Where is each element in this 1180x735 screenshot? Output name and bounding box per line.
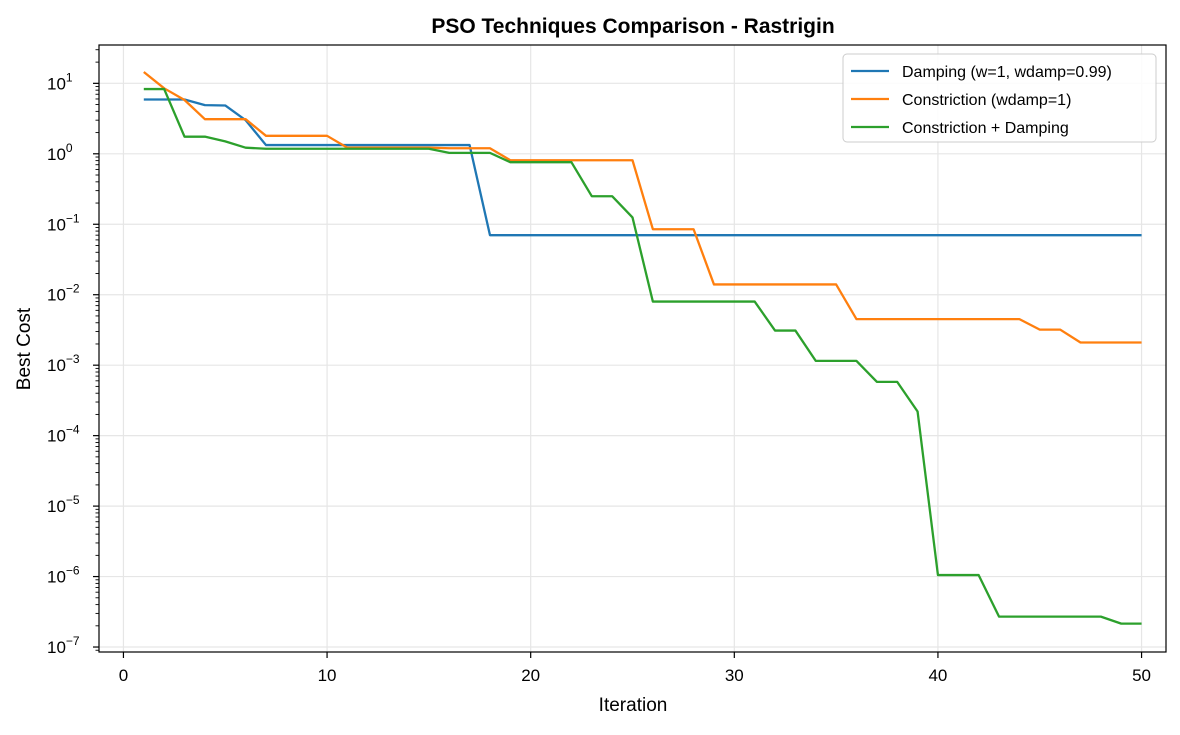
plot-frame bbox=[98, 44, 1167, 653]
y-tick-label: 10−7 bbox=[47, 634, 80, 657]
x-tick-label: 40 bbox=[928, 666, 947, 685]
grid-layer bbox=[99, 45, 1166, 652]
y-tick-base: 10 bbox=[47, 427, 66, 446]
series-line-2 bbox=[143, 71, 1142, 344]
y-tick-label: 10−4 bbox=[47, 423, 80, 446]
series-layer bbox=[143, 71, 1142, 625]
x-axis-label: Iteration bbox=[599, 695, 668, 716]
legend-label-2: Constriction (wdamp=1) bbox=[902, 92, 1071, 109]
x-tick-label: 0 bbox=[119, 666, 128, 685]
y-tick-exponent: −4 bbox=[66, 423, 80, 437]
x-tick-label: 30 bbox=[725, 666, 744, 685]
y-tick-base: 10 bbox=[47, 638, 66, 657]
y-tick-exponent: −1 bbox=[66, 211, 80, 225]
y-tick-label: 10−5 bbox=[47, 493, 80, 516]
y-tick-base: 10 bbox=[47, 215, 66, 234]
chart-title: PSO Techniques Comparison - Rastrigin bbox=[431, 15, 834, 38]
y-tick-base: 10 bbox=[47, 497, 66, 516]
y-tick-base: 10 bbox=[47, 74, 66, 93]
legend-label-3: Constriction + Damping bbox=[902, 120, 1069, 137]
y-tick-base: 10 bbox=[47, 145, 66, 164]
x-tick-label: 10 bbox=[318, 666, 337, 685]
x-tick-label: 20 bbox=[521, 666, 540, 685]
y-tick-label: 100 bbox=[47, 141, 73, 164]
y-tick-exponent: −6 bbox=[66, 564, 80, 578]
y-tick-base: 10 bbox=[47, 356, 66, 375]
y-tick-label: 10−6 bbox=[47, 564, 80, 587]
x-tick-label: 50 bbox=[1132, 666, 1151, 685]
y-tick-exponent: −2 bbox=[66, 282, 80, 296]
y-tick-label: 10−1 bbox=[47, 211, 80, 234]
legend-label-1: Damping (w=1, wdamp=0.99) bbox=[902, 64, 1112, 81]
y-tick-exponent: 0 bbox=[66, 141, 73, 155]
legend: Damping (w=1, wdamp=0.99) Constriction (w… bbox=[842, 53, 1157, 143]
y-axis-label: Best Cost bbox=[14, 307, 35, 390]
y-tick-exponent: −5 bbox=[66, 493, 80, 507]
y-tick-base: 10 bbox=[47, 286, 66, 305]
legend-box bbox=[842, 53, 1157, 143]
series-line-1 bbox=[143, 98, 1142, 237]
y-tick-label: 10−3 bbox=[47, 352, 80, 375]
y-tick-exponent: 1 bbox=[66, 70, 73, 84]
y-tick-label: 101 bbox=[47, 70, 73, 93]
y-tick-exponent: −7 bbox=[66, 634, 80, 648]
tick-layer: 0 10 20 30 40 5010−710−610−510−410−310−210−11… bbox=[47, 49, 1151, 685]
y-tick-exponent: −3 bbox=[66, 352, 80, 366]
y-tick-label: 10−2 bbox=[47, 282, 80, 305]
y-tick-base: 10 bbox=[47, 568, 66, 587]
series-line-3 bbox=[143, 87, 1142, 625]
